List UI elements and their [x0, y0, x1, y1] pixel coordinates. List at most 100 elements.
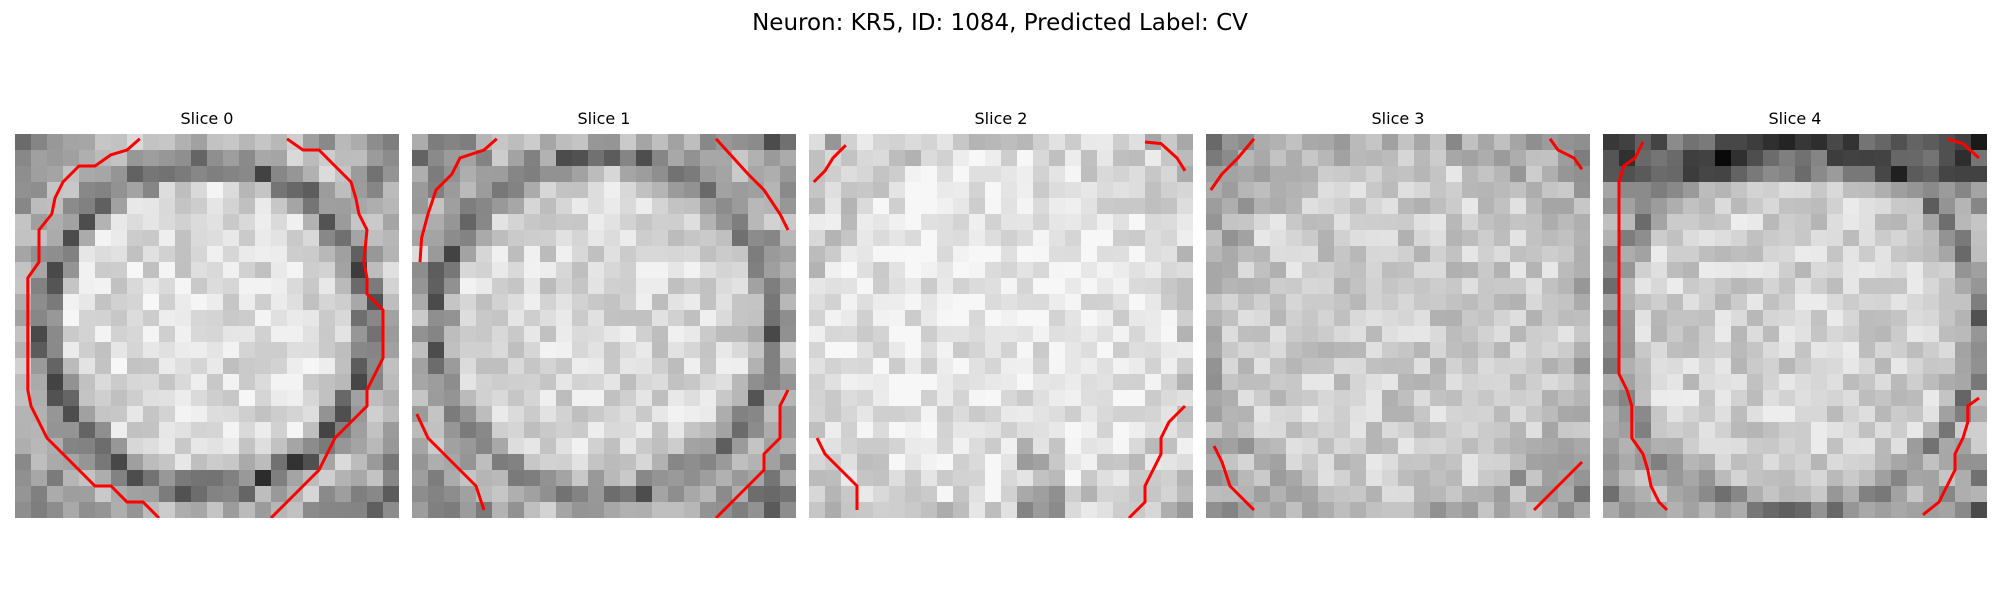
pixel-cell	[1161, 198, 1177, 214]
pixel-cell	[460, 214, 476, 230]
pixel-cell	[111, 342, 127, 358]
pixel-cell	[1478, 502, 1494, 518]
pixel-cell	[15, 454, 31, 470]
pixel-cell	[460, 166, 476, 182]
pixel-cell	[1017, 310, 1033, 326]
pixel-cell	[351, 374, 367, 390]
pixel-cell	[1667, 374, 1683, 390]
pixel-cell	[127, 502, 143, 518]
pixel-cell	[1763, 454, 1779, 470]
pixel-cell	[303, 390, 319, 406]
pixel-cell	[1494, 502, 1510, 518]
pixel-cell	[1113, 230, 1129, 246]
pixel-cell	[825, 374, 841, 390]
pixel-cell	[1177, 230, 1193, 246]
pixel-cell	[412, 262, 428, 278]
pixel-cell	[159, 134, 175, 150]
pixel-cell	[1875, 422, 1891, 438]
pixel-cell	[604, 214, 620, 230]
pixel-cell	[127, 326, 143, 342]
pixel-cell	[1747, 134, 1763, 150]
pixel-cell	[79, 134, 95, 150]
pixel-cell	[31, 278, 47, 294]
pixel-cell	[1875, 230, 1891, 246]
pixel-cell	[1907, 278, 1923, 294]
pixel-cell	[1382, 454, 1398, 470]
pixel-cell	[809, 406, 825, 422]
pixel-cell	[191, 230, 207, 246]
pixel-cell	[1177, 182, 1193, 198]
pixel-cell	[1145, 262, 1161, 278]
pixel-cell	[873, 198, 889, 214]
pixel-cell	[1715, 422, 1731, 438]
slice-panel-1: Slice 1	[412, 108, 796, 518]
pixel-cell	[1206, 374, 1222, 390]
pixel-cell	[825, 262, 841, 278]
pixel-cell	[1526, 198, 1542, 214]
pixel-cell	[127, 150, 143, 166]
pixel-cell	[444, 294, 460, 310]
pixel-cell	[1891, 342, 1907, 358]
pixel-cell	[1891, 374, 1907, 390]
pixel-cell	[271, 422, 287, 438]
pixel-cell	[1081, 182, 1097, 198]
pixel-cell	[1302, 470, 1318, 486]
pixel-cell	[716, 326, 732, 342]
pixel-cell	[351, 502, 367, 518]
pixel-cell	[335, 198, 351, 214]
pixel-cell	[1843, 230, 1859, 246]
pixel-cell	[825, 342, 841, 358]
pixel-cell	[636, 262, 652, 278]
pixel-cell	[1827, 470, 1843, 486]
pixel-cell	[1558, 182, 1574, 198]
pixel-cell	[95, 182, 111, 198]
pixel-cell	[383, 390, 399, 406]
pixel-cell	[191, 166, 207, 182]
pixel-cell	[1270, 182, 1286, 198]
pixel-cell	[367, 486, 383, 502]
pixel-cell	[1414, 166, 1430, 182]
pixel-cell	[1414, 374, 1430, 390]
pixel-cell	[1446, 342, 1462, 358]
pixel-cell	[1398, 310, 1414, 326]
pixel-cell	[1558, 166, 1574, 182]
pixel-cell	[1558, 342, 1574, 358]
pixel-cell	[351, 470, 367, 486]
pixel-cell	[31, 294, 47, 310]
pixel-cell	[1603, 294, 1619, 310]
pixel-cell	[1446, 230, 1462, 246]
pixel-cell	[95, 438, 111, 454]
pixel-cell	[1603, 166, 1619, 182]
pixel-cell	[1350, 342, 1366, 358]
pixel-cell	[1795, 374, 1811, 390]
pixel-cell	[1033, 134, 1049, 150]
pixel-cell	[191, 214, 207, 230]
pixel-cell	[604, 454, 620, 470]
pixel-cell	[508, 486, 524, 502]
pixel-cell	[383, 486, 399, 502]
pixel-cell	[732, 246, 748, 262]
pixel-cell	[857, 342, 873, 358]
pixel-cell	[63, 486, 79, 502]
pixel-cell	[1955, 214, 1971, 230]
pixel-cell	[319, 454, 335, 470]
pixel-cell	[604, 166, 620, 182]
pixel-cell	[700, 246, 716, 262]
pixel-cell	[175, 278, 191, 294]
pixel-cell	[985, 406, 1001, 422]
pixel-cell	[1161, 278, 1177, 294]
pixel-cell	[175, 454, 191, 470]
pixel-cell	[1779, 470, 1795, 486]
pixel-cell	[111, 134, 127, 150]
pixel-cell	[668, 278, 684, 294]
pixel-cell	[476, 262, 492, 278]
pixel-cell	[207, 230, 223, 246]
pixel-cell	[1001, 454, 1017, 470]
pixel-cell	[223, 342, 239, 358]
pixel-cell	[1635, 150, 1651, 166]
pixel-cell	[1177, 134, 1193, 150]
pixel-cell	[492, 150, 508, 166]
pixel-cell	[1462, 198, 1478, 214]
pixel-cell	[31, 374, 47, 390]
pixel-cell	[127, 486, 143, 502]
